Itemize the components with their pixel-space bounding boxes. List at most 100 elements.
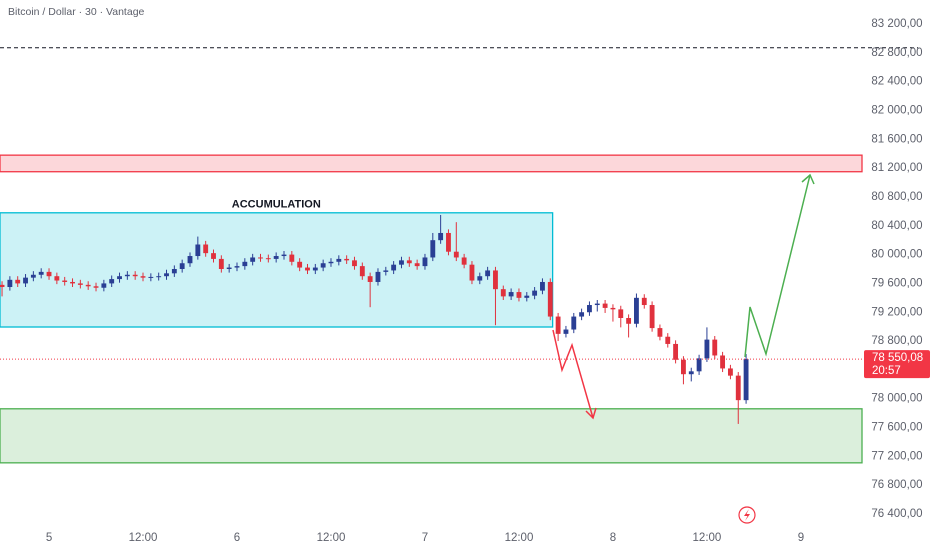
- candle-body: [618, 309, 624, 318]
- candle-body: [508, 292, 514, 297]
- candle-body: [524, 295, 530, 298]
- x-tick-label: 12:00: [129, 532, 158, 544]
- candle-body: [406, 260, 412, 264]
- y-tick-label: 81 600,00: [871, 133, 922, 145]
- candle-body: [218, 258, 224, 269]
- zone: [0, 408, 863, 464]
- candle-body: [422, 257, 428, 267]
- candle-body: [540, 281, 545, 291]
- candle-body: [665, 336, 671, 344]
- candle-body: [391, 264, 397, 271]
- candle-body: [547, 281, 553, 317]
- candle-body: [258, 257, 263, 259]
- countdown: 20:57: [872, 365, 901, 377]
- candle-body: [328, 261, 334, 264]
- candle-body: [579, 312, 585, 317]
- candle-body: [446, 232, 451, 252]
- candle-body: [38, 271, 44, 275]
- candle-body: [312, 267, 318, 271]
- candle-body: [696, 358, 702, 372]
- green-arrow: [744, 174, 811, 358]
- candle-body: [352, 260, 357, 267]
- candle-body: [673, 343, 679, 360]
- y-tick-label: 83 200,00: [871, 18, 922, 30]
- candle-body: [305, 267, 310, 271]
- candle-body: [743, 359, 749, 401]
- candle-body: [297, 261, 303, 268]
- y-tick-label: 82 000,00: [871, 105, 922, 117]
- candle-body: [7, 279, 13, 288]
- candle-body: [657, 328, 663, 337]
- y-tick-label: 80 000,00: [871, 249, 922, 261]
- candle-body: [46, 271, 52, 277]
- candle-body: [250, 257, 256, 262]
- candle-body: [375, 271, 381, 282]
- x-tick-label: 9: [798, 532, 804, 544]
- candle-body: [320, 263, 326, 268]
- candle-body: [438, 232, 444, 241]
- candle-body: [0, 284, 5, 288]
- candle-body: [359, 266, 365, 277]
- candle-body: [555, 316, 561, 334]
- red-arrowhead: [585, 407, 597, 420]
- y-tick-label: 76 400,00: [871, 508, 922, 520]
- y-tick-label: 79 200,00: [871, 306, 922, 318]
- candle-body: [211, 253, 216, 259]
- x-tick-label: 12:00: [505, 532, 534, 544]
- candle-body: [62, 280, 68, 282]
- candle-body: [242, 261, 248, 267]
- candle-body: [383, 270, 389, 272]
- candle-body: [234, 266, 240, 268]
- x-tick-label: 8: [610, 532, 616, 544]
- candle-body: [336, 258, 342, 262]
- candle-body: [516, 292, 522, 298]
- candle-body: [587, 305, 592, 313]
- candle-body: [634, 297, 639, 324]
- candle-body: [720, 355, 726, 369]
- candle-body: [93, 286, 99, 288]
- y-tick-label: 81 200,00: [871, 162, 922, 174]
- zone: [0, 154, 863, 173]
- candle-body: [265, 258, 271, 260]
- candle-body: [148, 276, 154, 278]
- event-bolt: [744, 509, 750, 521]
- candle-body: [23, 277, 28, 284]
- candle-body: [430, 240, 436, 258]
- candle-body: [493, 270, 498, 290]
- candle-body: [54, 276, 60, 281]
- candle-body: [563, 329, 569, 334]
- candle-body: [156, 276, 162, 278]
- candle-body: [414, 263, 420, 267]
- candle-body: [140, 276, 146, 278]
- x-tick-label: 6: [234, 532, 240, 544]
- last-price-box: [864, 350, 930, 379]
- candle-body: [461, 257, 467, 265]
- y-tick-label: 77 600,00: [871, 422, 922, 434]
- green-arrowhead: [801, 173, 815, 185]
- candle-body: [179, 263, 185, 269]
- candle-body: [712, 339, 718, 356]
- candle-body: [500, 289, 506, 297]
- x-tick-label: 12:00: [317, 532, 346, 544]
- candle-body: [187, 256, 193, 264]
- chart-title: Bitcoin / Dollar · 30 · Vantage: [8, 6, 145, 18]
- candle-body: [367, 276, 373, 282]
- candle-body: [594, 303, 600, 306]
- y-tick-label: 80 800,00: [871, 191, 922, 203]
- candle-body: [281, 254, 287, 257]
- candle-body: [469, 264, 475, 281]
- candle-body: [70, 281, 75, 284]
- candle-body: [109, 279, 115, 284]
- candle-body: [649, 305, 655, 329]
- candle-body: [681, 359, 686, 375]
- candle-body: [77, 283, 83, 285]
- y-tick-label: 77 200,00: [871, 450, 922, 462]
- candle-body: [132, 274, 138, 277]
- y-tick-label: 82 400,00: [871, 76, 922, 88]
- candle-body: [571, 316, 577, 330]
- x-tick-label: 12:00: [693, 532, 722, 544]
- x-tick-label: 7: [422, 532, 428, 544]
- candle-body: [532, 290, 538, 296]
- x-tick-label: 5: [46, 532, 52, 544]
